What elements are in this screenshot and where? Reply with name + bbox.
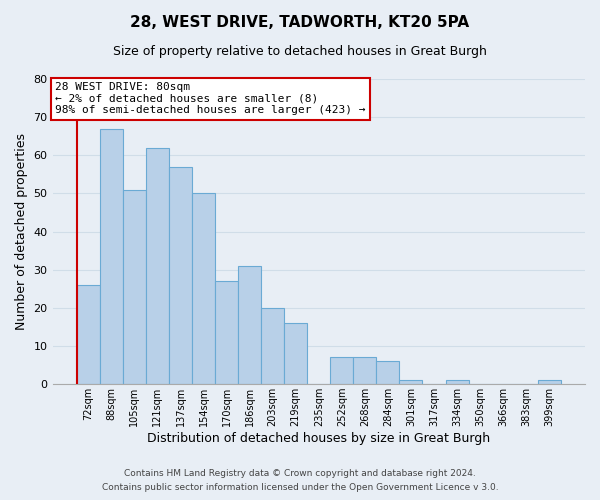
- X-axis label: Distribution of detached houses by size in Great Burgh: Distribution of detached houses by size …: [147, 432, 490, 445]
- Text: 28 WEST DRIVE: 80sqm
← 2% of detached houses are smaller (8)
98% of semi-detache: 28 WEST DRIVE: 80sqm ← 2% of detached ho…: [55, 82, 366, 116]
- Y-axis label: Number of detached properties: Number of detached properties: [15, 133, 28, 330]
- Bar: [192, 194, 215, 384]
- Bar: [100, 128, 123, 384]
- Bar: [330, 358, 353, 384]
- Text: Contains public sector information licensed under the Open Government Licence v : Contains public sector information licen…: [101, 484, 499, 492]
- Bar: [353, 358, 376, 384]
- Bar: [446, 380, 469, 384]
- Bar: [376, 362, 400, 384]
- Bar: [284, 323, 307, 384]
- Bar: [146, 148, 169, 384]
- Bar: [238, 266, 261, 384]
- Bar: [215, 281, 238, 384]
- Bar: [261, 308, 284, 384]
- Text: 28, WEST DRIVE, TADWORTH, KT20 5PA: 28, WEST DRIVE, TADWORTH, KT20 5PA: [130, 15, 470, 30]
- Bar: [77, 285, 100, 384]
- Bar: [169, 166, 192, 384]
- Text: Contains HM Land Registry data © Crown copyright and database right 2024.: Contains HM Land Registry data © Crown c…: [124, 468, 476, 477]
- Text: Size of property relative to detached houses in Great Burgh: Size of property relative to detached ho…: [113, 45, 487, 58]
- Bar: [123, 190, 146, 384]
- Bar: [400, 380, 422, 384]
- Bar: [538, 380, 561, 384]
